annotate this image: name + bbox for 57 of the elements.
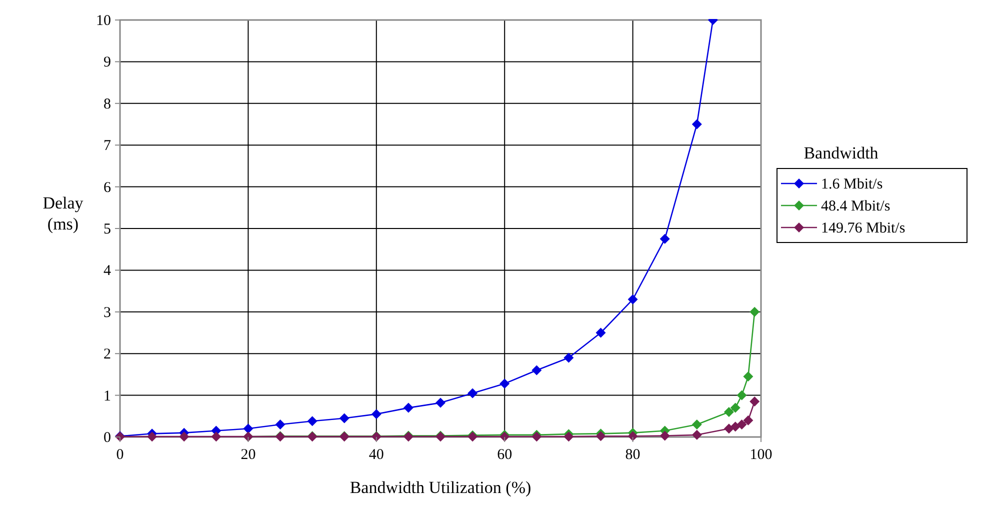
point [500,378,510,389]
point [564,432,574,442]
x-tick-label: 40 [368,447,384,463]
point [750,396,760,407]
point [660,430,670,441]
y-tick-label: 6 [104,180,112,196]
legend-title: Bandwidth [804,144,879,162]
point [596,328,606,338]
point [692,430,702,440]
point [692,419,702,430]
point [147,432,158,442]
legend-label: 149.76 Mbit/s [821,220,906,236]
point [307,416,318,426]
point [596,431,606,442]
y-axis-title: Delay (ms) [42,194,84,234]
point [403,402,414,413]
point [750,306,760,317]
y-tick-label: 3 [104,304,111,321]
legend-label: 48.4 Mbit/s [821,198,890,214]
legend-label: 1.6 Mbit/s [821,176,883,192]
point [628,431,638,442]
x-tick-label: 80 [625,447,640,463]
y-tick-label: 1 [104,388,111,404]
point [468,388,478,398]
point [339,413,350,424]
point [692,119,702,130]
y-tick-label: 7 [104,138,112,154]
y-tick-label: 8 [104,96,111,112]
point [730,422,740,432]
y-tick-label: 4 [104,263,112,280]
y-tick-label: 10 [96,13,111,29]
y-tick-label: 9 [104,54,111,71]
point [275,419,286,430]
point [743,415,754,426]
point [743,372,754,382]
point [436,398,446,408]
point [532,365,542,376]
point [730,402,740,413]
point [628,294,638,304]
point [243,424,254,434]
point [724,406,734,417]
point [736,390,747,400]
point [179,432,190,442]
point [564,352,574,363]
point [660,234,670,244]
x-tick-label: 20 [240,447,256,463]
x-axis-title: Bandwidth Utilization (%) [350,478,532,497]
y-tick-label: 0 [104,430,111,446]
point [371,409,382,420]
y-tick-label: 5 [104,222,111,238]
x-tick-label: 100 [750,447,772,463]
point [724,424,734,434]
point [211,432,222,442]
point [736,419,747,430]
x-tick-label: 0 [116,447,124,463]
y-tick-label: 2 [104,346,111,363]
x-tick-label: 60 [497,447,512,463]
